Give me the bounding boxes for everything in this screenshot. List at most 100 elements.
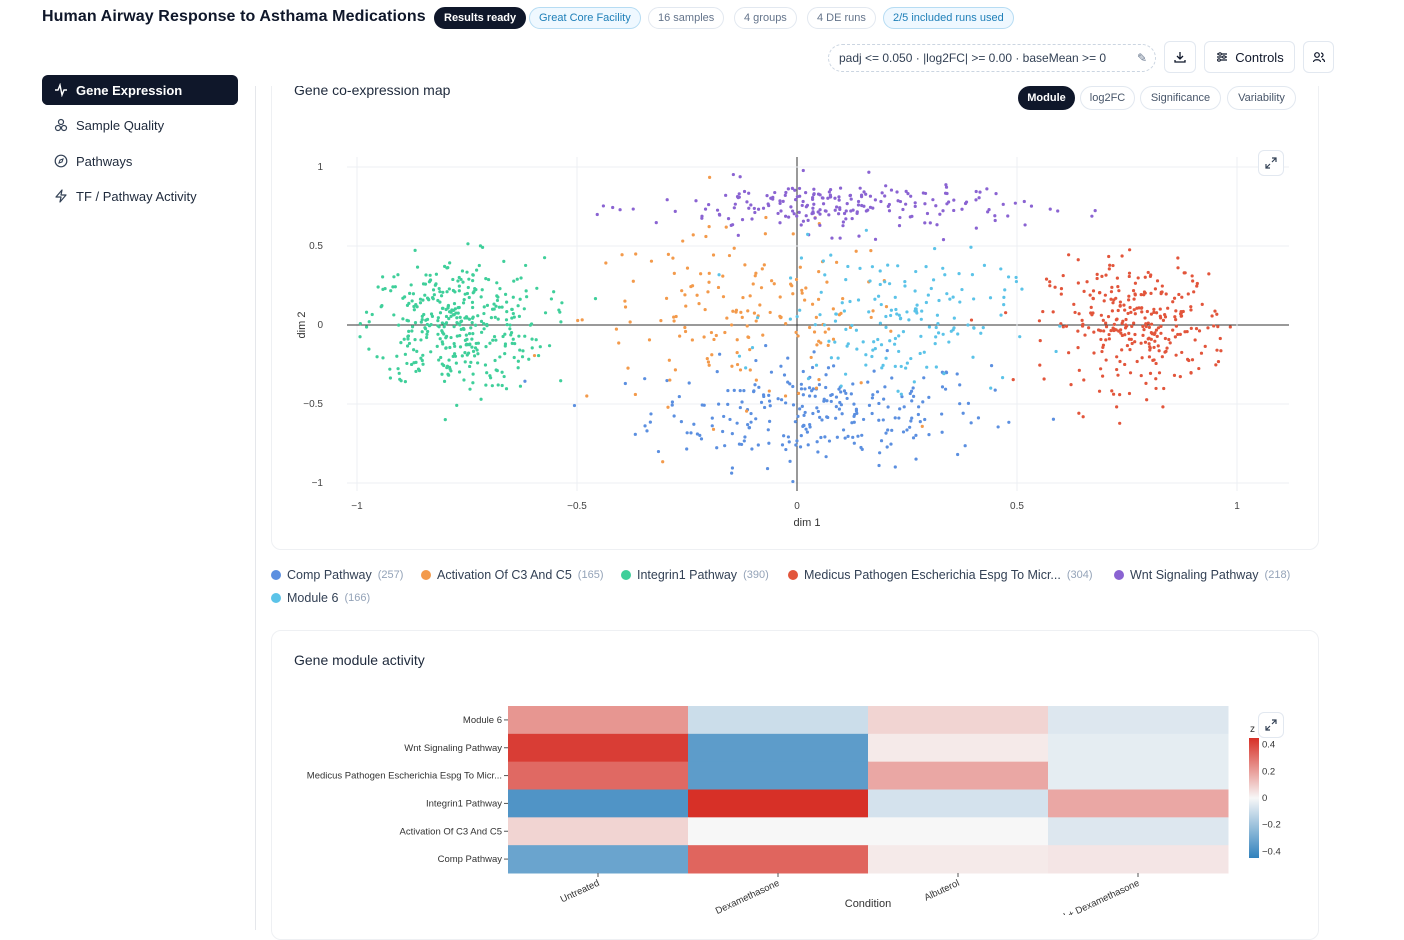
scatter-point: [808, 422, 812, 427]
scatter-point: [855, 211, 859, 215]
expand-heatmap-button[interactable]: [1258, 712, 1284, 738]
y-tick-label: −1: [312, 478, 324, 489]
scatter-point: [451, 277, 455, 282]
scatter-point: [895, 312, 899, 316]
legend-item[interactable]: Comp Pathway (257): [271, 568, 403, 582]
scatter-point: [452, 302, 457, 306]
scatter-point: [818, 212, 822, 216]
coexpression-scatter[interactable]: −1 −0.5 0 0.5 1 −1 −0.5 0 0.5 1 dim 1 dim 2: [280, 140, 1310, 540]
scatter-point: [505, 310, 509, 314]
sidebar-item-sample-quality[interactable]: Sample Quality: [42, 110, 238, 140]
legend-label: Activation Of C3 And C5: [437, 568, 572, 582]
scatter-point: [812, 193, 816, 197]
scatter-point: [479, 397, 483, 401]
scatter-point: [459, 327, 463, 331]
scatter-point: [750, 217, 754, 221]
scatter-point: [494, 304, 498, 308]
scatter-point: [643, 377, 647, 381]
scatter-point: [885, 445, 889, 449]
controls-button[interactable]: Controls: [1204, 41, 1295, 73]
scatter-point: [940, 385, 945, 389]
sidebar-item-tf-pathway-activity[interactable]: TF / Pathway Activity: [42, 181, 238, 211]
heatmap-col-label: Albuterol: [923, 878, 962, 904]
scatter-point: [844, 327, 848, 332]
scatter-point: [905, 361, 909, 365]
collaborators-button[interactable]: [1303, 41, 1334, 73]
scatter-point: [756, 207, 761, 211]
mode-log2fc-button[interactable]: log2FC: [1080, 86, 1135, 110]
scatter-point: [1155, 334, 1159, 338]
sidebar-item-pathways[interactable]: Pathways: [42, 146, 238, 176]
scatter-point: [746, 309, 750, 313]
scatter-point: [1112, 327, 1117, 331]
heatmap-cell: [688, 706, 869, 735]
mode-module-button[interactable]: Module: [1018, 86, 1075, 110]
scatter-point: [779, 209, 783, 213]
scatter-point: [952, 326, 956, 330]
scatter-point: [813, 323, 817, 327]
scatter-point: [1117, 289, 1121, 293]
scatter-point: [388, 376, 393, 380]
scatter-point: [1107, 337, 1111, 341]
scatter-point: [1000, 376, 1005, 380]
scatter-point: [1219, 349, 1223, 353]
expand-scatter-button[interactable]: [1258, 150, 1284, 176]
legend-item[interactable]: Module 6 (166): [271, 591, 370, 605]
scatter-point: [429, 312, 434, 316]
scatter-point: [794, 330, 798, 334]
module-activity-heatmap[interactable]: Module 6 Wnt Signaling Pathway Medicus Pat…: [280, 690, 1310, 915]
scatter-point: [940, 430, 944, 434]
scatter-point: [957, 272, 961, 276]
scatter-point: [799, 434, 803, 438]
download-button[interactable]: [1164, 41, 1196, 73]
scatter-point: [471, 372, 475, 376]
scatter-point: [1199, 351, 1204, 355]
scatter-point: [458, 333, 462, 338]
scatter-point: [727, 253, 732, 258]
scatter-point: [419, 356, 423, 360]
scatter-point: [438, 311, 443, 315]
scatter-point: [738, 389, 742, 393]
scatter-point: [410, 325, 415, 329]
scatter-point: [871, 348, 875, 352]
scatter-point: [841, 428, 846, 432]
runs-used-badge[interactable]: 2/5 included runs used: [883, 7, 1014, 29]
scatter-point: [883, 194, 887, 198]
scatter-point: [783, 394, 788, 398]
colorbar-tick-label: 0.2: [1262, 766, 1275, 777]
scatter-point: [972, 326, 976, 330]
mode-significance-button[interactable]: Significance: [1140, 86, 1221, 110]
scatter-point: [929, 286, 933, 291]
heatmap-cell: [868, 761, 1049, 790]
scatter-point: [794, 277, 799, 282]
scatter-point: [1139, 293, 1143, 297]
scatter-point: [1130, 324, 1134, 328]
scatter-point: [538, 345, 542, 349]
scatter-point: [806, 377, 811, 381]
scatter-point: [1120, 254, 1124, 258]
scatter-point: [1042, 377, 1046, 381]
scatter-point: [504, 387, 509, 391]
legend-item[interactable]: Wnt Signaling Pathway (218): [1114, 568, 1290, 582]
sidebar-item-gene-expression-top[interactable]: Gene Expression: [42, 75, 238, 105]
scatter-point: [1120, 348, 1124, 352]
scatter-point: [440, 306, 445, 310]
scatter-point: [1054, 349, 1058, 354]
scatter-point: [833, 340, 837, 344]
scatter-point: [829, 253, 833, 257]
scatter-point: [456, 279, 460, 283]
legend-item[interactable]: Integrin1 Pathway (390): [621, 568, 769, 582]
scatter-point: [467, 295, 471, 300]
scatter-point: [469, 326, 473, 330]
scatter-series: [595, 168, 1097, 242]
scatter-point: [1107, 267, 1111, 271]
mode-variability-button[interactable]: Variability: [1227, 86, 1296, 110]
scatter-point: [470, 345, 474, 349]
scatter-point: [479, 295, 483, 299]
filter-chip[interactable]: padj <= 0.050 · |log2FC| >= 0.00 · baseM…: [828, 44, 1156, 72]
scatter-point: [452, 352, 457, 356]
legend-item[interactable]: Activation Of C3 And C5 (165): [421, 568, 603, 582]
scatter-point: [645, 429, 649, 433]
legend-item[interactable]: Medicus Pathogen Escherichia Espg To Mic…: [788, 568, 1093, 582]
scatter-point: [897, 334, 901, 338]
